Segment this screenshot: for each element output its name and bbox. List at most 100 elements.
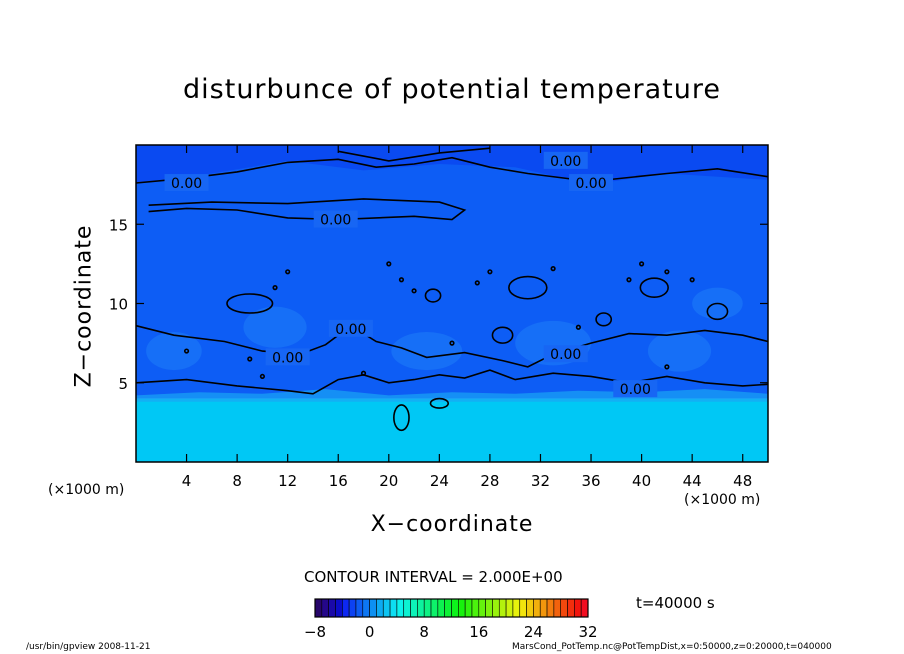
- contour-loop: [386, 261, 392, 267]
- colorbar-segment: [328, 598, 336, 618]
- colorbar-segment: [396, 598, 405, 618]
- colorbar-tick-label: −8: [304, 623, 326, 641]
- contour-loop: [398, 277, 405, 283]
- colorbar: −8 0 8 16 24 32: [304, 598, 598, 641]
- contour-loop: [474, 280, 480, 286]
- colorbar-segment: [314, 598, 323, 618]
- colorbar-segment: [512, 598, 521, 618]
- contour-loop: [706, 302, 729, 321]
- colorbar-segment: [567, 598, 575, 618]
- colorbar-tick-label: 0: [365, 623, 375, 641]
- colorbar-segment: [355, 598, 364, 618]
- colorbar-segment: [478, 598, 486, 618]
- contour-label-bg: [328, 319, 373, 337]
- contour-label-bg: [265, 348, 310, 366]
- colorbar-segment: [444, 598, 452, 618]
- contour-loop: [449, 340, 455, 346]
- colorbar-segment: [430, 598, 439, 618]
- chart-title: disturbunce of potential temperature: [183, 74, 721, 105]
- contour-loop: [626, 277, 632, 283]
- colorbar-segment: [410, 598, 418, 618]
- contour-loop: [508, 275, 548, 300]
- x-tick-label: 16: [329, 472, 348, 490]
- colorbar-segment: [369, 598, 377, 618]
- colorbar-segment: [451, 598, 459, 618]
- x-tick-label: 36: [581, 472, 600, 490]
- x-tick-label: 12: [278, 472, 297, 490]
- colorbar-segment: [526, 598, 534, 618]
- x-tick-label: 44: [683, 472, 702, 490]
- colorbar-tick-label: 8: [419, 623, 429, 641]
- colorbar-segment: [485, 598, 493, 618]
- contour-loop: [272, 285, 278, 291]
- x-tick-label: 4: [182, 472, 192, 490]
- contour-layer: 0.00 0.00 0.00 0.00 0.00 0.00 0.00 0.00: [135, 147, 769, 432]
- x-tick-label: 40: [632, 472, 651, 490]
- colorbar-segment: [519, 598, 527, 618]
- contour-label: 0.00: [550, 347, 581, 363]
- x-tick-label: 8: [232, 472, 242, 490]
- contour-loop: [664, 269, 670, 275]
- x-tick-label: 24: [430, 472, 449, 490]
- z-unit-label: (×1000 m): [48, 482, 125, 498]
- contour-loop: [360, 370, 367, 376]
- colorbar-segment: [574, 598, 582, 618]
- contour-loop: [487, 269, 493, 275]
- colorbar-segment: [580, 598, 589, 618]
- contour-label-bg: [613, 380, 658, 398]
- contour-label: 0.00: [620, 382, 651, 398]
- colorbar-segment: [533, 598, 541, 618]
- contour-loop: [424, 288, 442, 303]
- colorbar-segment: [341, 598, 350, 618]
- contour-line: [338, 147, 490, 162]
- colorbar-segment: [423, 598, 432, 618]
- colorbar-segment: [553, 598, 561, 618]
- colorbar-tick-label: 24: [524, 623, 543, 641]
- colorbar-tick-label: 16: [469, 623, 488, 641]
- colorbar-segment: [464, 598, 473, 618]
- colorbar-segment: [348, 598, 357, 618]
- field-layer: [136, 145, 768, 462]
- contour-loop: [259, 373, 266, 380]
- colorbar-segment: [335, 598, 343, 618]
- contour-loop: [429, 397, 450, 409]
- x-tick-label: 32: [531, 472, 550, 490]
- contour-line: [135, 156, 769, 184]
- field-lower-region: [136, 398, 768, 462]
- time-label: t=40000 s: [636, 594, 715, 612]
- contour-loop: [689, 277, 695, 283]
- contour-loop: [575, 324, 582, 330]
- colorbar-segment: [492, 598, 500, 618]
- footer-program: /usr/bin/gpview 2008-11-21: [26, 642, 151, 652]
- contour-loop: [183, 348, 190, 354]
- x-axis-title: X−coordinate: [370, 512, 534, 537]
- colorbar-segment: [403, 598, 411, 618]
- colorbar-segment: [417, 598, 425, 618]
- colorbar-frame: [314, 598, 589, 618]
- contour-loop: [550, 266, 556, 272]
- contour-label-bg: [543, 151, 588, 169]
- contour-loop: [393, 404, 410, 432]
- contour-label-bg: [569, 174, 614, 192]
- colorbar-segment: [546, 598, 555, 618]
- field-patch: [243, 306, 307, 348]
- footer-source: MarsCond_PotTemp.nc@PotTempDist,x=0:5000…: [512, 642, 832, 652]
- contour-label: 0.00: [171, 176, 202, 192]
- contour-loop: [285, 269, 291, 275]
- contour-loop: [638, 261, 645, 267]
- contour-label-bg: [313, 210, 358, 228]
- colorbar-segment: [498, 598, 507, 618]
- x-unit-label: (×1000 m): [684, 492, 761, 508]
- contour-label-bg: [164, 174, 209, 192]
- contour-label: 0.00: [335, 322, 366, 338]
- contour-label: 0.00: [320, 212, 351, 228]
- colorbar-segment: [560, 598, 568, 618]
- contour-label: 0.00: [550, 154, 581, 170]
- contour-label: 0.00: [575, 176, 606, 192]
- colorbar-segment: [362, 598, 370, 618]
- contour-loop: [226, 293, 274, 314]
- contour-label: 0.00: [272, 350, 303, 366]
